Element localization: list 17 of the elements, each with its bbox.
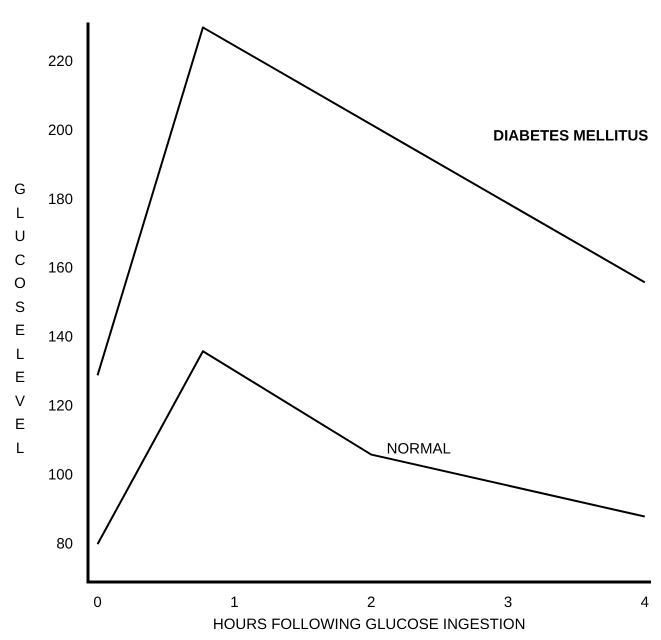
x-tick-label: 2 — [367, 594, 376, 612]
y-tick-label: 80 — [56, 535, 73, 552]
x-tick-label: 4 — [640, 594, 649, 612]
series-label: NORMAL — [386, 440, 451, 458]
y-tick-label: 120 — [48, 397, 73, 414]
x-tick-label: 0 — [93, 594, 102, 612]
x-tick-label: 1 — [230, 594, 239, 612]
y-tick-label: 200 — [48, 122, 73, 139]
text: DIABETES MELLITUS — [493, 128, 648, 145]
y-tick-label: 100 — [48, 466, 73, 484]
y-tick-label: 220 — [48, 53, 73, 70]
y-tick-label: 140 — [48, 328, 73, 346]
y-tick-label: 160 — [48, 260, 73, 277]
x-tick-label: 3 — [504, 594, 512, 612]
x-axis-title: HOURS FOLLOWING GLUCOSE INGESTION — [212, 616, 526, 634]
text: GLUCOSE LEVEL — [14, 181, 26, 456]
y-tick-label: 180 — [48, 190, 73, 208]
